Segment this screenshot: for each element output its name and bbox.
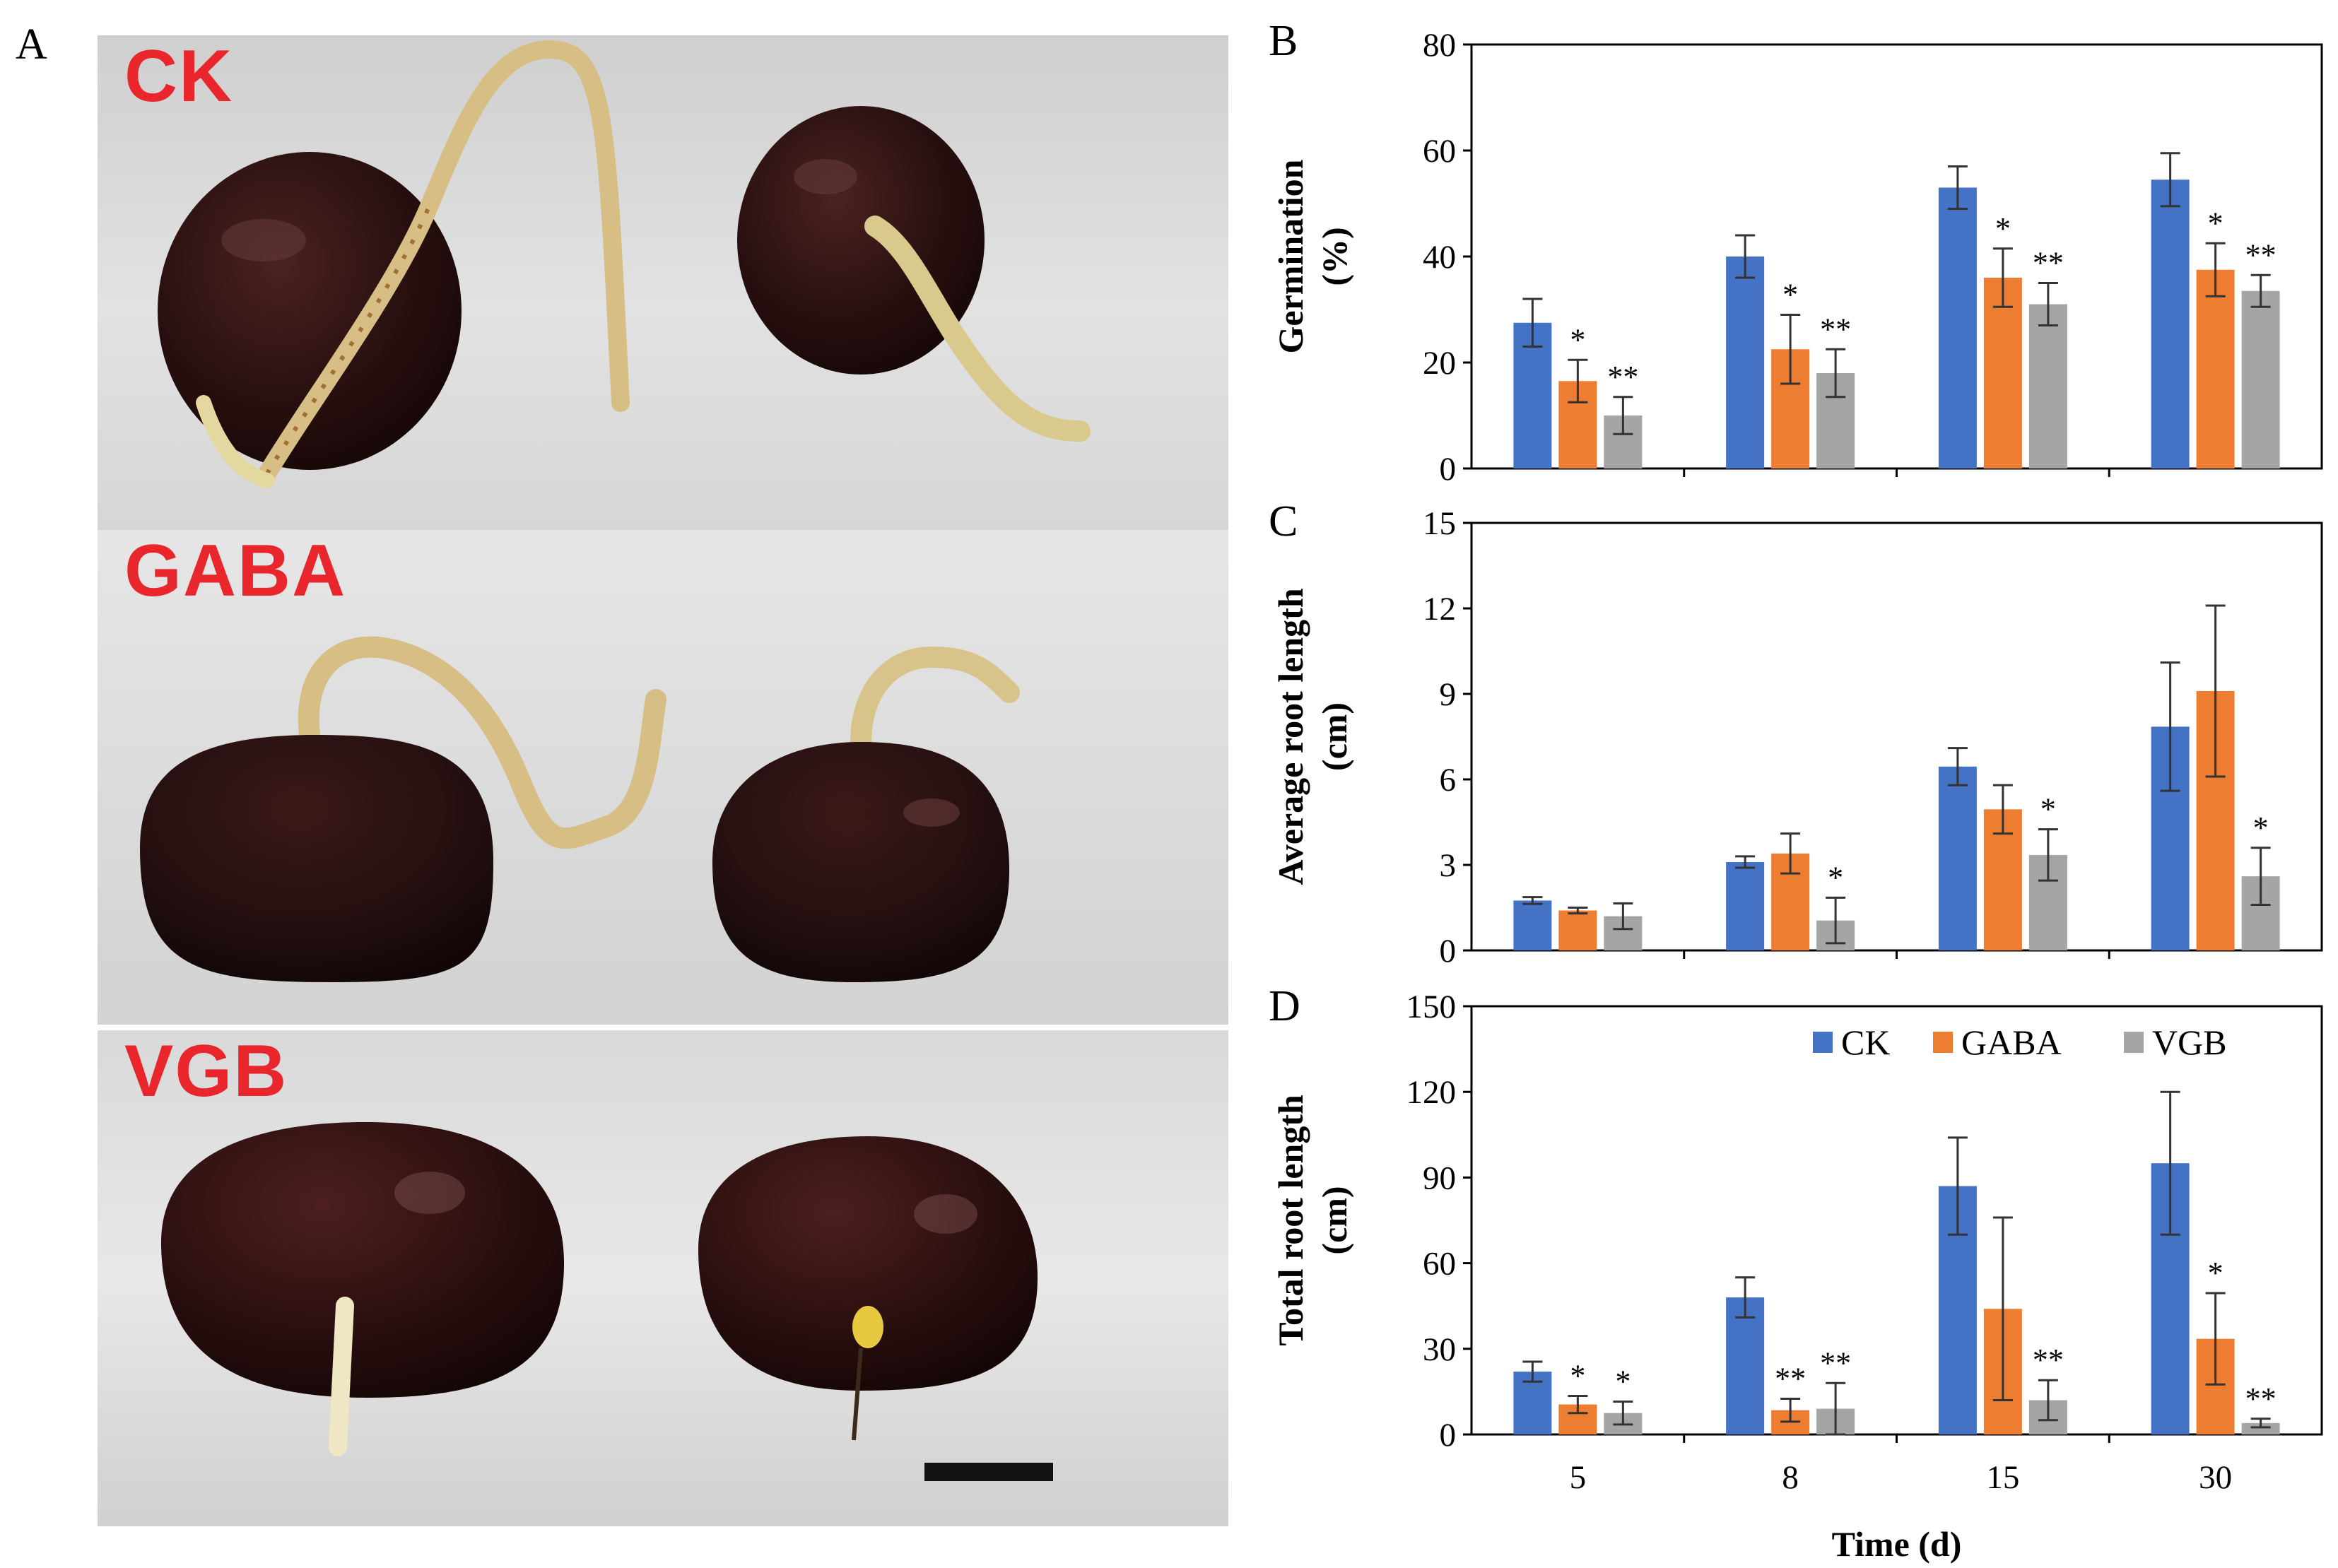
chart-b-significance-vgb-8: **: [1820, 312, 1851, 346]
chart-d-significance-gaba-30: *: [2208, 1256, 2224, 1290]
chart-b-bar-ck-30: [2151, 179, 2190, 468]
chart-b-significance-gaba-30: *: [2208, 206, 2224, 240]
chart-b-bar-gaba-15: [1983, 278, 2022, 468]
chart-d-ylabel: (cm): [1315, 1186, 1354, 1254]
chart-c-ylabel: (cm): [1315, 702, 1354, 771]
chart-c-ylabel: Average root length: [1271, 588, 1310, 885]
chart-d-significance-vgb-5: *: [1615, 1364, 1631, 1399]
chart-d-ylabel: Total root length: [1271, 1095, 1310, 1346]
chart-b-ytick-label: 60: [1423, 133, 1456, 170]
photo-gaba-image: [98, 530, 1228, 1025]
chart-c-ytick-label: 6: [1440, 762, 1457, 798]
chart-b-significance-vgb-15: **: [2033, 246, 2064, 281]
seed-vgb-left: [161, 1122, 564, 1398]
seed-ck-right: [737, 106, 985, 375]
chart-b-significance-gaba-15: *: [1995, 211, 2011, 246]
chart-d-ytick-label: 60: [1423, 1246, 1456, 1283]
chart-d-legend-swatch-ck: [1813, 1032, 1833, 1053]
scale-bar: [924, 1463, 1053, 1481]
chart-c-ytick-label: 12: [1423, 591, 1456, 627]
chart-c-ytick-label: 15: [1423, 505, 1456, 542]
seed-gaba-left: [140, 735, 493, 982]
chart-d-bar-ck-8: [1726, 1297, 1765, 1434]
chart-d-ytick-label: 120: [1406, 1074, 1457, 1111]
panel-letter-d: D: [1269, 982, 1300, 1030]
photo-ck-image: [98, 35, 1228, 530]
panel-letter-b: B: [1269, 17, 1298, 65]
chart-b-significance-vgb-30: **: [2245, 237, 2277, 272]
treatment-label-vgb: VGB: [124, 1030, 288, 1112]
chart-b-ytick-label: 80: [1423, 27, 1456, 64]
chart-d-ytick-label: 150: [1406, 989, 1457, 1025]
photo-vgb: VGB: [98, 1030, 1228, 1526]
chart-d-xtick-label: 5: [1570, 1459, 1587, 1496]
chart-d-legend-label-vgb: VGB: [2152, 1022, 2227, 1062]
chart-c-bar-ck-5: [1513, 900, 1552, 950]
chart-d-xtick-label: 30: [2199, 1459, 2232, 1496]
chart-b-significance-gaba-8: *: [1782, 278, 1798, 312]
chart-c-bar-ck-15: [1938, 766, 1977, 950]
chart-b-significance-vgb-5: **: [1607, 360, 1638, 394]
chart-c-frame: [1470, 521, 2323, 952]
seed-gaba-right: [712, 742, 1009, 982]
chart-d-significance-vgb-15: **: [2033, 1343, 2064, 1377]
chart-d-legend-swatch-gaba: [1933, 1032, 1953, 1053]
chart-d-legend-swatch-vgb: [2124, 1032, 2144, 1053]
chart-b-ylabel: (%): [1315, 227, 1354, 285]
chart-b-ytick-label: 0: [1440, 451, 1457, 488]
chart-c-bar-ck-8: [1726, 861, 1765, 950]
treatment-label-gaba: GABA: [124, 530, 347, 612]
chart-d-significance-vgb-8: **: [1820, 1345, 1851, 1380]
chart-c-significance-vgb-30: *: [2253, 810, 2269, 845]
chart-b-ytick-label: 40: [1423, 239, 1456, 276]
chart-d-legend-label-gaba: GABA: [1961, 1022, 2062, 1062]
photo-vgb-image: [98, 1030, 1228, 1526]
chart-c-ytick-label: 0: [1440, 933, 1457, 969]
chart-d-significance-gaba-8: **: [1775, 1362, 1806, 1396]
chart-d-xtick-label: 15: [1986, 1459, 2019, 1496]
seed-ck-left: [158, 152, 462, 470]
photo-panel-a: CK GABA: [98, 35, 1228, 1533]
chart-d-xtick-label: 8: [1782, 1459, 1799, 1496]
chart-b-significance-gaba-5: *: [1570, 322, 1585, 357]
chart-b-bar-ck-8: [1726, 257, 1765, 468]
seed-vgb-right: [698, 1136, 1038, 1391]
photo-ck: CK: [98, 35, 1228, 530]
chart-d-legend-label-ck: CK: [1841, 1022, 1890, 1062]
chart-c-significance-vgb-15: *: [2040, 792, 2056, 827]
chart-c-bar-gaba-5: [1558, 910, 1597, 950]
chart-d-significance-gaba-5: *: [1570, 1358, 1585, 1393]
chart-b-bar-vgb-30: [2241, 290, 2280, 468]
chart-b-bar-vgb-15: [2028, 304, 2067, 468]
chart-c-ytick-label: 9: [1440, 676, 1457, 713]
panel-letter-c: C: [1269, 497, 1298, 546]
chart-c-ytick-label: 3: [1440, 847, 1457, 884]
photo-gaba: GABA: [98, 530, 1228, 1025]
chart-d-ytick-label: 30: [1423, 1331, 1456, 1368]
chart-b-ylabel: Germination: [1271, 159, 1310, 353]
chart-d-ytick-label: 0: [1440, 1417, 1457, 1454]
chart-d-ytick-label: 90: [1423, 1160, 1456, 1196]
chart-b-frame: [1470, 43, 2323, 470]
treatment-label-ck: CK: [124, 35, 234, 117]
chart-c-significance-vgb-8: *: [1828, 860, 1843, 895]
chart-d-significance-vgb-30: **: [2245, 1381, 2277, 1416]
chart-b-bar-gaba-30: [2196, 269, 2235, 468]
chart-b-ytick-label: 20: [1423, 345, 1456, 382]
chart-d-frame: [1470, 1005, 2323, 1436]
chart-d-xlabel: Time (d): [1832, 1524, 1962, 1564]
chart-d-bar-vgb-30: [2241, 1422, 2280, 1434]
chart-b-bar-ck-15: [1938, 187, 1977, 468]
panel-letter-a: A: [16, 20, 47, 69]
